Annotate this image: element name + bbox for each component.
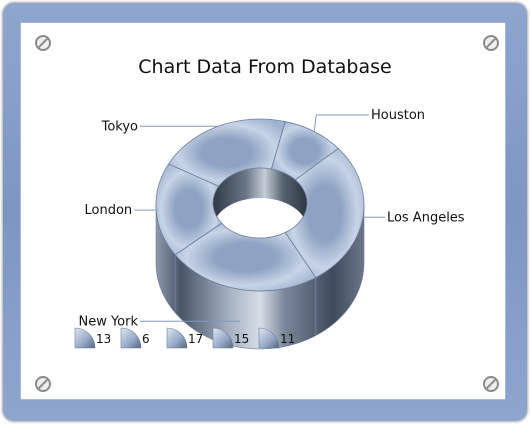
leader-line: [313, 114, 369, 132]
legend-marker: [166, 327, 188, 349]
legend-marker: [258, 327, 280, 349]
slice-label-tokyo: Tokyo: [101, 119, 138, 134]
legend-value: 11: [280, 332, 295, 346]
legend-value: 15: [234, 332, 249, 346]
doughnut-3d: [155, 118, 365, 350]
donut-slice-new-york: [174, 222, 317, 292]
legend-value: 13: [96, 332, 111, 346]
screw-icon: [35, 376, 51, 392]
slice-label-new-york: New York: [78, 314, 138, 329]
donut-slice-los-angeles: [284, 147, 365, 279]
donut-slice-tokyo: [168, 118, 286, 187]
legend-marker: [120, 327, 142, 349]
screw-icon: [483, 376, 499, 392]
legend-value: 6: [142, 332, 150, 346]
legend: 13 6 17 15 11: [74, 327, 295, 349]
screw-icon: [35, 35, 51, 51]
chart-title: Chart Data From Database: [138, 56, 391, 78]
legend-marker: [74, 327, 96, 349]
slice-label-los-angeles: Los Angeles: [387, 210, 465, 225]
donut-hole-wall: [213, 168, 307, 229]
legend-value: 17: [188, 332, 203, 346]
screw-icon: [483, 35, 499, 51]
legend-marker: [212, 327, 234, 349]
slice-label-london: London: [85, 203, 133, 218]
slice-label-houston: Houston: [371, 108, 425, 123]
